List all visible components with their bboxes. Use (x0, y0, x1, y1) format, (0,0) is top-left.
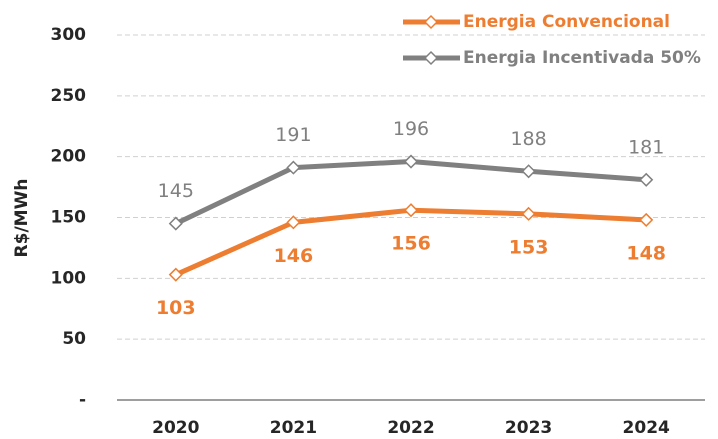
data-label: 196 (393, 118, 429, 140)
x-tick-label: 2021 (270, 418, 317, 438)
data-label: 188 (510, 128, 546, 150)
point-marker (521, 164, 536, 179)
point-marker (168, 267, 183, 282)
point-marker (286, 215, 301, 230)
y-axis-label: R$/MWh (12, 179, 32, 258)
point-marker (403, 154, 419, 169)
legend-marker (423, 50, 439, 66)
x-tick-label: 2022 (387, 418, 434, 438)
y-tick-label: 100 (51, 268, 87, 288)
point-marker (521, 206, 536, 221)
y-tick-label: 50 (62, 329, 86, 349)
y-tick-label: 200 (51, 147, 87, 167)
legend-label: Energia Convencional (463, 12, 670, 32)
data-label: 103 (156, 297, 196, 319)
point-marker (639, 172, 654, 187)
data-label: 156 (391, 233, 431, 255)
y-tick-label: 300 (51, 25, 87, 45)
point-marker (639, 212, 654, 227)
x-tick-label: 2020 (152, 418, 199, 438)
point-marker (168, 216, 183, 231)
data-label: 181 (628, 136, 664, 158)
y-tick-label: 250 (51, 86, 87, 106)
legend-label: Energia Incentivada 50% (463, 48, 701, 68)
x-tick-label: 2024 (623, 418, 670, 438)
data-label: 145 (158, 180, 194, 202)
data-label: 191 (275, 124, 311, 146)
data-label: 153 (509, 236, 549, 258)
legend-marker (423, 14, 439, 30)
point-marker (286, 160, 301, 175)
x-tick-label: 2023 (505, 418, 552, 438)
point-marker (403, 203, 419, 218)
y-tick-label: 150 (51, 208, 87, 228)
data-label: 148 (626, 242, 666, 264)
y-tick-label: - (79, 390, 86, 410)
data-label: 146 (274, 245, 314, 267)
